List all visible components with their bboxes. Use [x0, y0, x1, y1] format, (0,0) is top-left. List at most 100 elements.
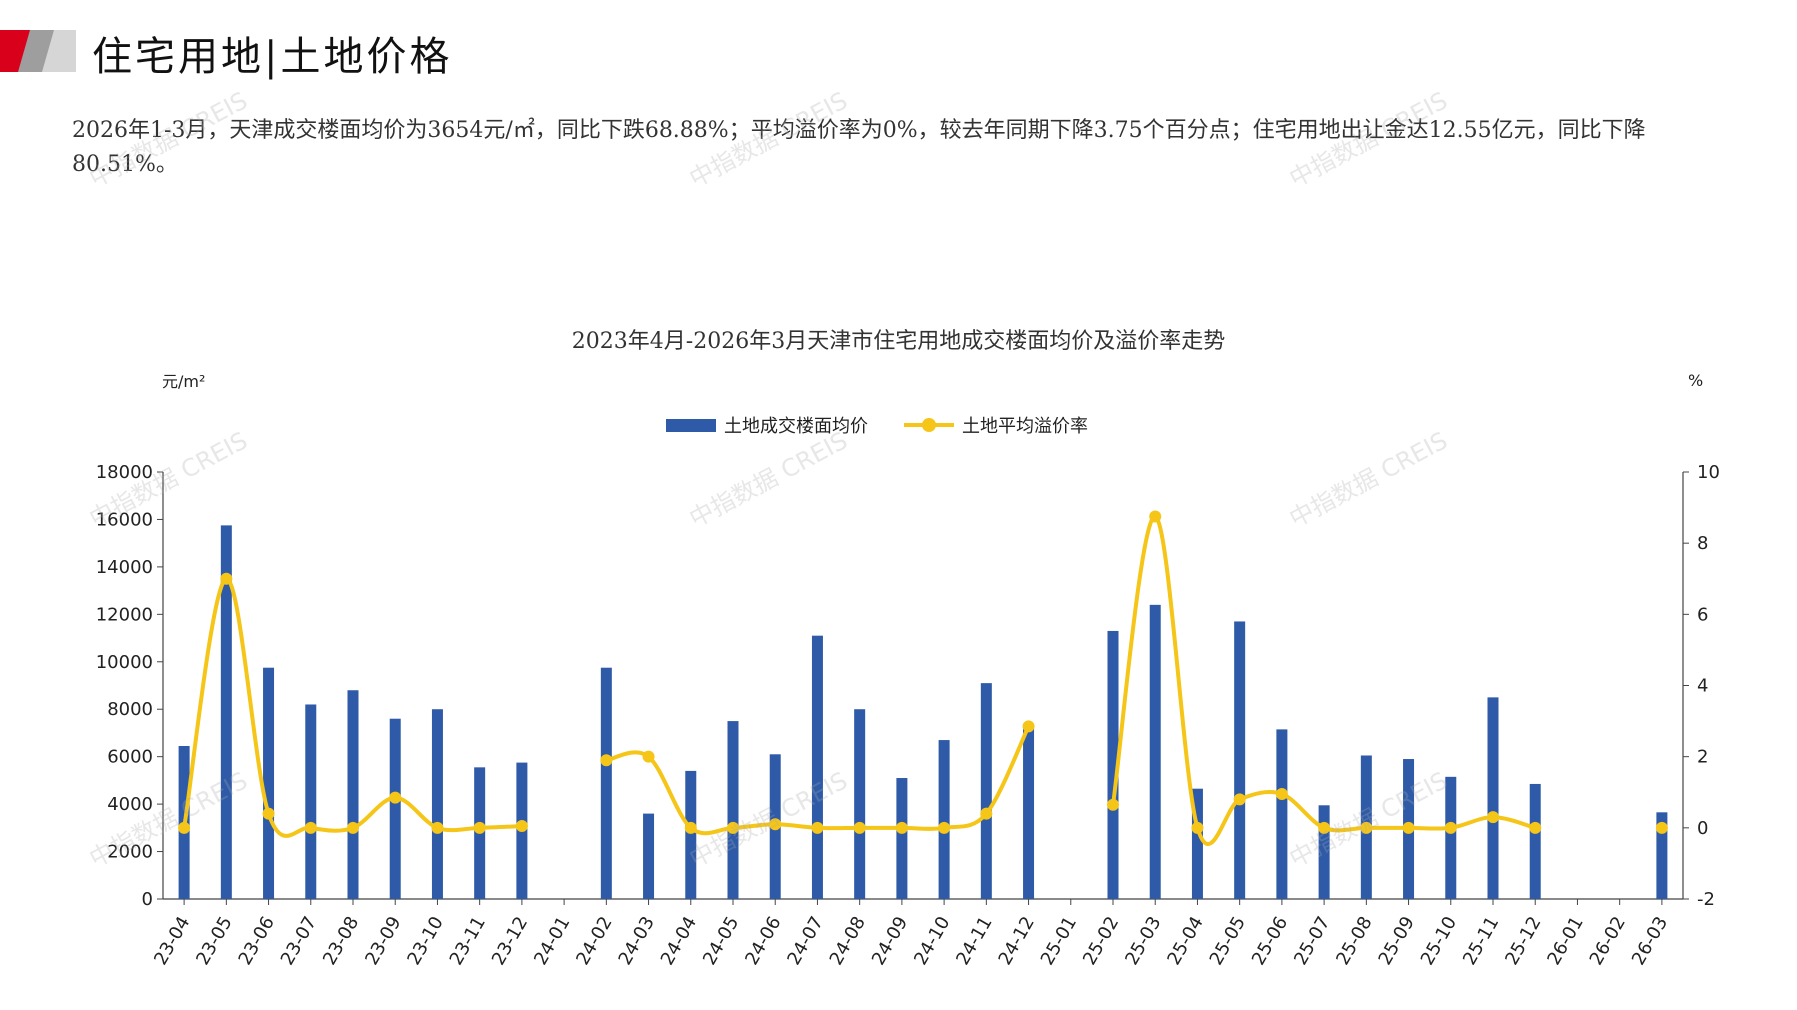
premium-rate-point: [347, 821, 359, 834]
x-tick-label: 23-09: [361, 913, 405, 969]
brand-logo-mark: [0, 30, 76, 72]
x-tick-label: 25-03: [1121, 913, 1165, 969]
bar: [980, 683, 992, 899]
bar: [600, 667, 612, 899]
x-tick-label: 24-11: [952, 913, 996, 969]
bar: [854, 709, 866, 899]
premium-rate-point: [642, 750, 655, 763]
premium-rate-point: [262, 807, 275, 820]
y-left-tick-label: 0: [142, 889, 153, 910]
premium-rate-point: [220, 572, 233, 585]
premium-rate-point: [769, 818, 782, 831]
legend-label-line: 土地平均溢价率: [962, 416, 1088, 437]
chart-title: 2023年4月-2026年3月天津市住宅用地成交楼面均价及溢价率走势: [571, 329, 1226, 354]
premium-rate-point: [727, 821, 739, 834]
premium-rate-point: [853, 821, 866, 834]
x-tick-label: 24-12: [995, 913, 1039, 969]
premium-rate-point: [1529, 821, 1542, 834]
bar: [431, 709, 443, 899]
premium-rate-point: [1233, 793, 1246, 806]
bar: [1023, 728, 1035, 899]
bar: [263, 667, 275, 899]
x-tick-label: 26-02: [1586, 913, 1630, 969]
x-tick-label: 23-05: [192, 913, 236, 969]
page-title: 住宅用地|土地价格: [92, 34, 453, 80]
x-tick-label: 25-05: [1206, 913, 1250, 969]
premium-rate-point: [431, 821, 444, 834]
legend-item-line: 土地平均溢价率: [904, 412, 1088, 438]
x-tick-label: 24-06: [741, 913, 785, 969]
bar: [347, 690, 359, 899]
y-right-tick-label: 10: [1697, 462, 1720, 483]
summary-text: 2026年1-3月，天津成交楼面均价为3654元/㎡，同比下跌68.88%；平均…: [72, 118, 1646, 177]
y-left-tick-label: 12000: [96, 604, 153, 625]
premium-rate-point: [1402, 821, 1415, 834]
y-left-tick-label: 16000: [96, 509, 153, 530]
premium-rate-point: [1022, 720, 1035, 733]
y-right-tick-label: -2: [1697, 889, 1715, 910]
premium-rate-point: [304, 821, 317, 834]
premium-rate-point: [1275, 788, 1288, 801]
x-tick-label: 24-02: [572, 913, 616, 969]
x-tick-label: 23-08: [319, 913, 363, 969]
x-tick-label: 25-07: [1290, 913, 1334, 969]
y-left-tick-label: 18000: [96, 462, 153, 483]
premium-rate-point: [980, 807, 993, 820]
y-left-tick-label: 8000: [107, 699, 153, 720]
bar: [1445, 776, 1457, 899]
x-tick-label: 24-04: [657, 913, 701, 969]
bar: [1487, 697, 1499, 899]
left-axis-unit: 元/m²: [162, 372, 206, 391]
premium-rate-point: [684, 821, 697, 834]
bar: [1276, 729, 1288, 899]
x-tick-label: 24-09: [868, 913, 912, 969]
x-tick-label: 23-12: [488, 913, 532, 969]
x-tick-label: 26-01: [1543, 913, 1587, 969]
y-right-tick-label: 2: [1697, 747, 1708, 768]
bar: [811, 635, 823, 899]
premium-rate-point: [178, 821, 191, 834]
premium-rate-point: [1360, 821, 1373, 834]
x-tick-label: 26-03: [1628, 913, 1672, 969]
y-right-tick-label: 4: [1697, 676, 1708, 697]
right-axis-unit: %: [1688, 371, 1704, 390]
bar: [1191, 788, 1203, 899]
x-tick-label: 24-10: [910, 913, 954, 969]
premium-rate-point: [1107, 798, 1119, 811]
bar: [727, 721, 739, 899]
y-left-tick-label: 4000: [107, 794, 153, 815]
bar: [305, 704, 317, 899]
premium-rate-point: [1655, 821, 1668, 834]
premium-rate-point: [895, 821, 908, 834]
y-left-tick-label: 10000: [96, 652, 153, 673]
bar: [896, 778, 908, 899]
y-right-tick-label: 0: [1697, 818, 1708, 839]
premium-rate-point: [1149, 510, 1162, 523]
x-tick-label: 25-06: [1248, 913, 1292, 969]
legend-swatch-line: [904, 418, 954, 432]
bar: [389, 718, 401, 899]
x-tick-label: 23-06: [235, 913, 279, 969]
y-left-tick-label: 2000: [107, 842, 153, 863]
premium-rate-point: [811, 821, 824, 834]
x-tick-label: 25-04: [1163, 913, 1207, 969]
y-right-tick-label: 6: [1697, 604, 1708, 625]
premium-rate-point: [1487, 811, 1499, 824]
x-tick-label: 24-08: [826, 913, 870, 969]
bar: [938, 740, 950, 899]
x-tick-label: 23-04: [150, 913, 194, 969]
x-tick-label: 24-03: [615, 913, 659, 969]
bar: [1529, 783, 1541, 899]
legend-label-bar: 土地成交楼面均价: [724, 416, 868, 437]
bar: [685, 770, 697, 899]
y-left-tick-label: 6000: [107, 747, 153, 768]
premium-rate-point: [1191, 821, 1204, 834]
premium-rate-point: [938, 821, 951, 834]
x-tick-label: 25-08: [1332, 913, 1376, 969]
chart-legend: 土地成交楼面均价 土地平均溢价率: [666, 412, 1124, 438]
premium-rate-point: [600, 754, 613, 767]
x-tick-label: 25-09: [1375, 913, 1419, 969]
bar: [1656, 812, 1668, 899]
premium-rate-point: [389, 791, 402, 804]
